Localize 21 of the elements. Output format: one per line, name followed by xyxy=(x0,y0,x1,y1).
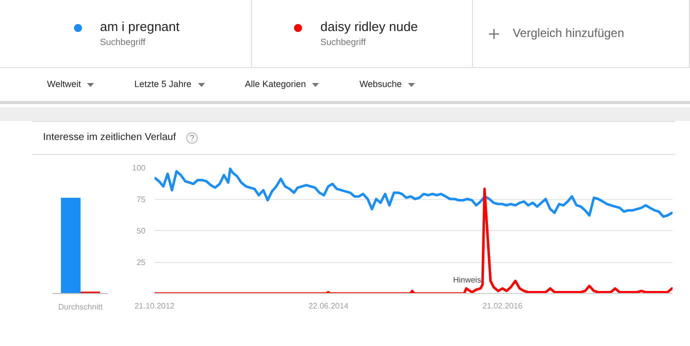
x-tick-label: 21.02.2016 xyxy=(482,302,524,310)
text: Alle Kategorien xyxy=(244,78,307,91)
y-tick-label: 100 xyxy=(132,164,146,172)
line-series xyxy=(154,188,672,294)
chart-title: Interesse im zeitlichen Verlauf xyxy=(32,121,675,155)
annotation: Hinweis xyxy=(453,276,482,285)
x-tick-label: 21.10.2012 xyxy=(134,302,176,310)
text: Letzte 5 Jahre xyxy=(134,78,192,91)
legend-label: am i pregnant xyxy=(100,18,180,36)
x-tick-label: Durchschnitt xyxy=(58,302,104,312)
text: Websuche xyxy=(359,78,403,91)
line-series xyxy=(154,168,672,218)
text: Weltweit xyxy=(47,78,82,91)
legend-label: daisy ridley nude xyxy=(320,18,418,36)
x-tick-label: 22.06.2014 xyxy=(308,302,350,310)
y-tick-label: 75 xyxy=(136,195,146,204)
text: Suchbegriff xyxy=(320,36,367,50)
text: Vergleich hinzufügen xyxy=(512,24,624,42)
y-tick-label: 50 xyxy=(136,226,146,236)
y-tick-label: 25 xyxy=(136,258,146,267)
text: Suchbegriff xyxy=(100,36,146,50)
